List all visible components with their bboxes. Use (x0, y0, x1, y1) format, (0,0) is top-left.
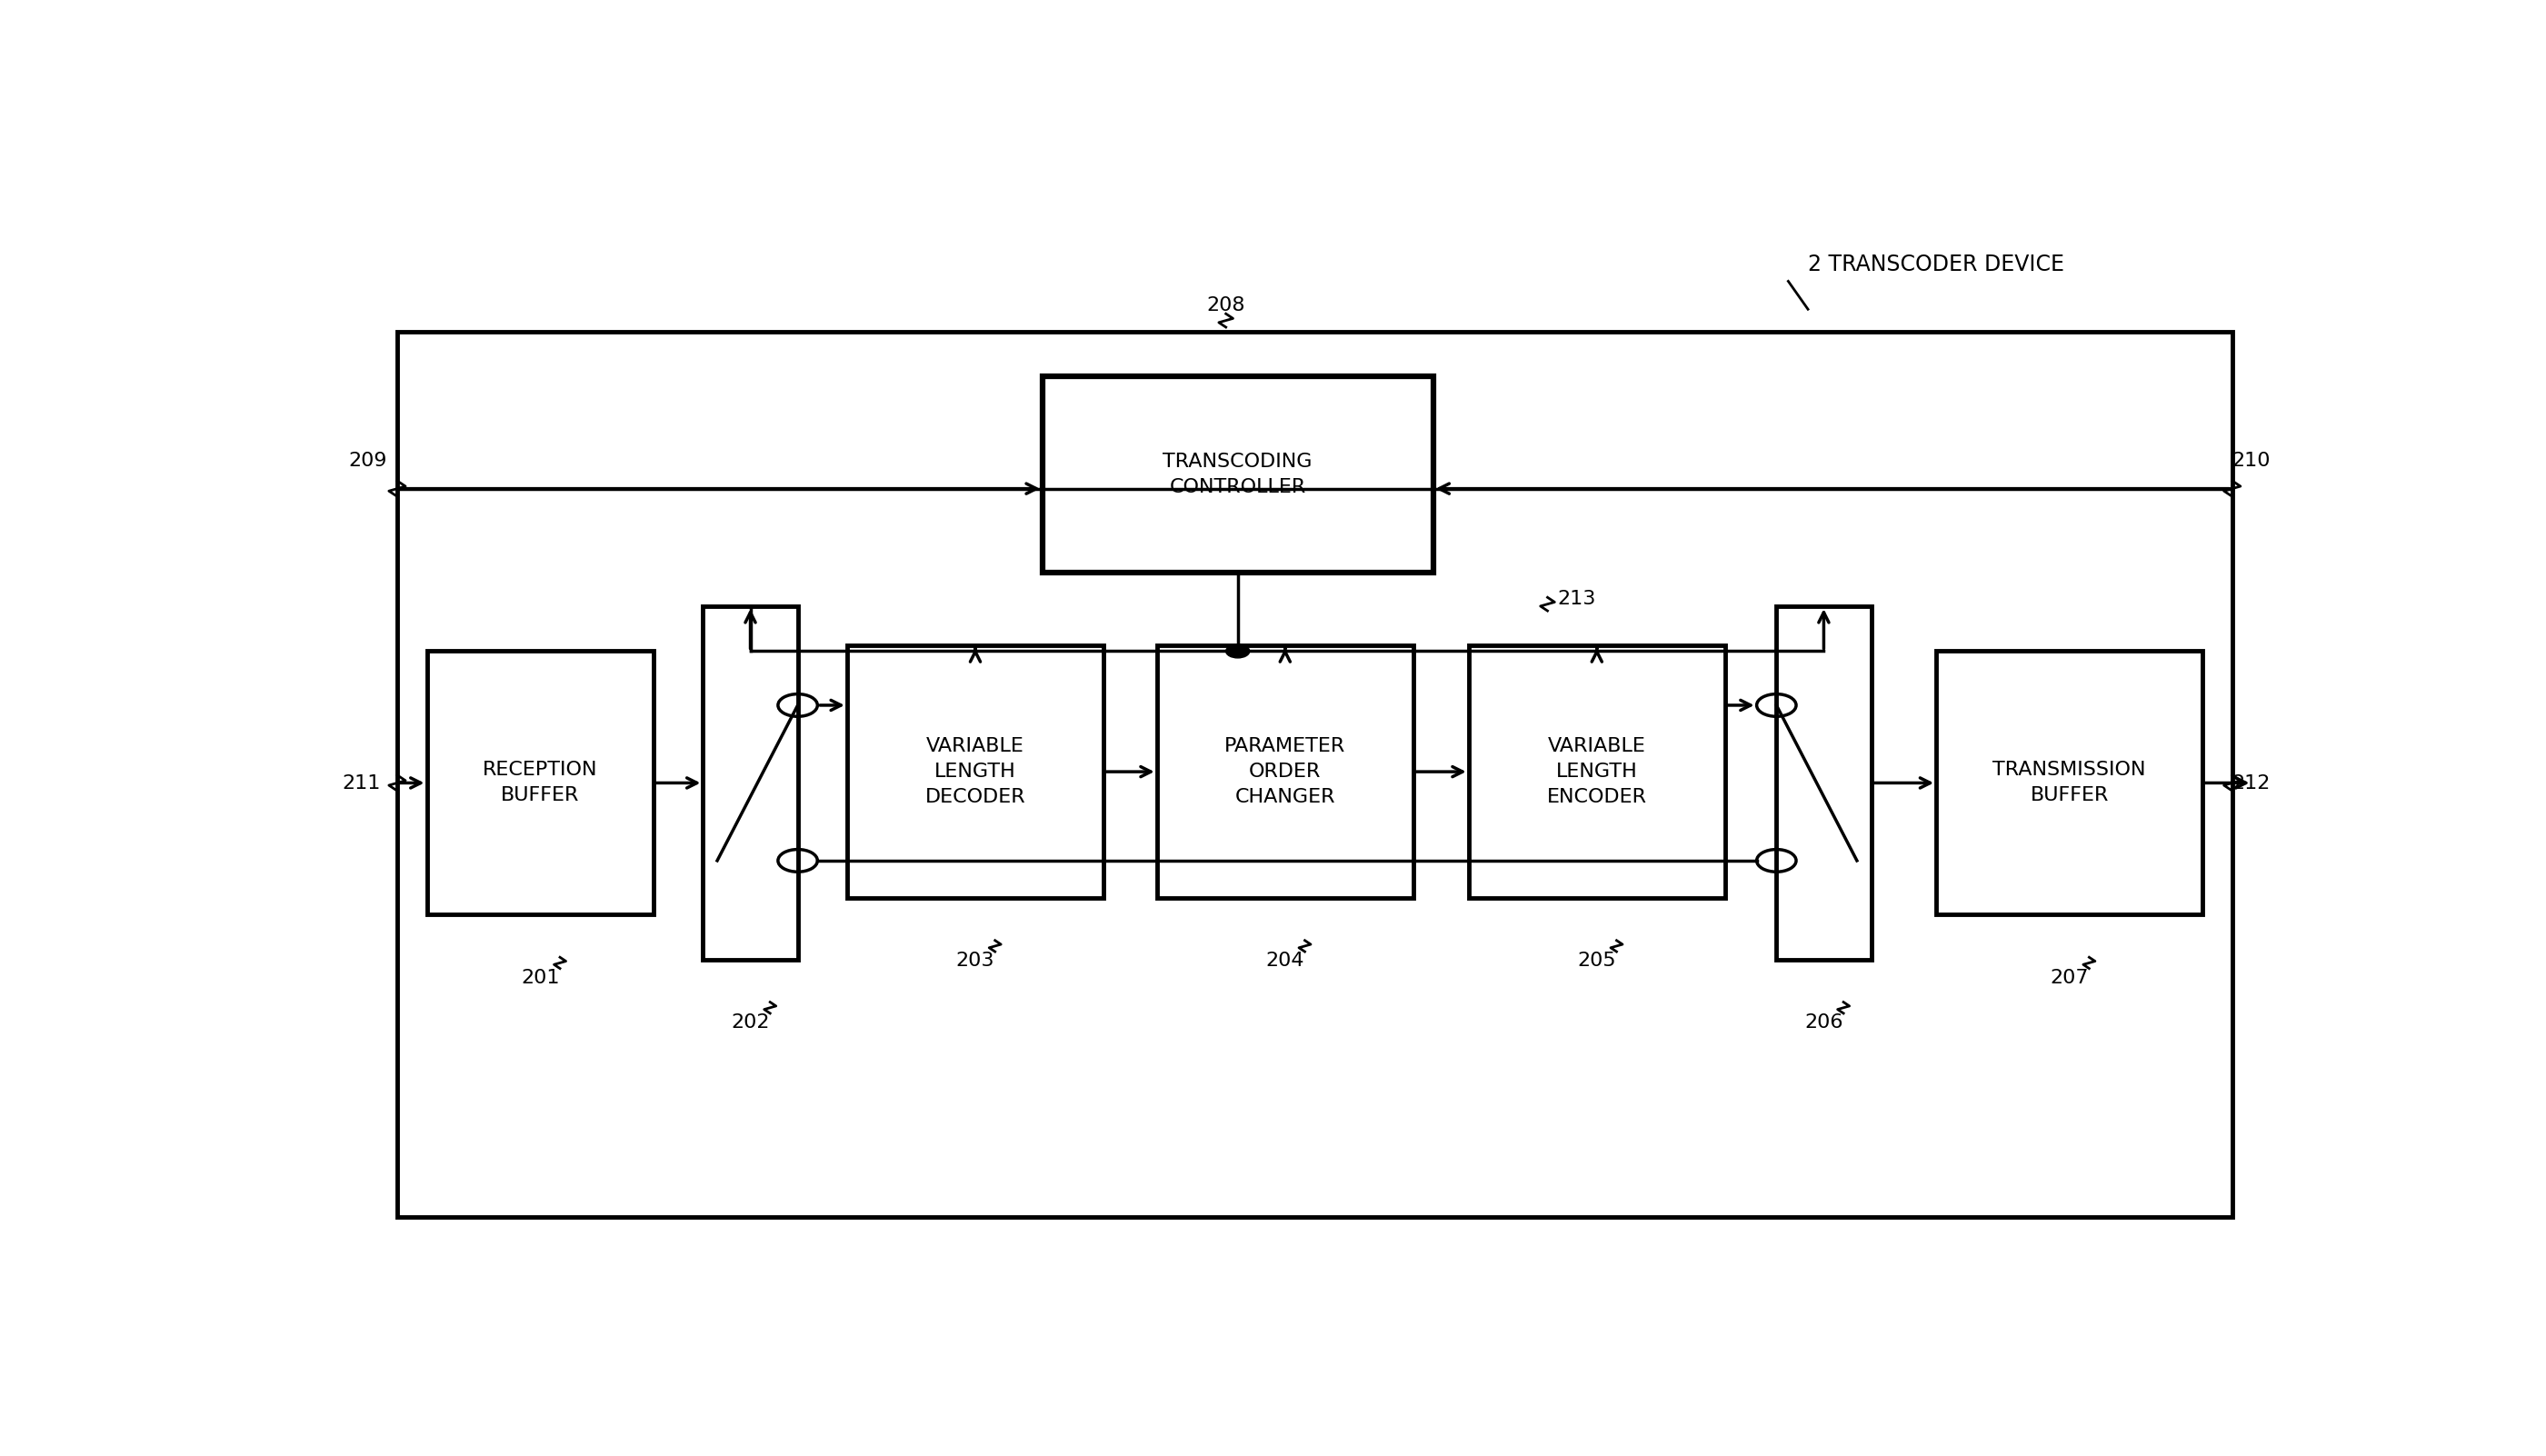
Bar (848, 645, 1102, 898)
Text: VARIABLE
LENGTH
ENCODER: VARIABLE LENGTH ENCODER (1548, 737, 1647, 807)
Text: 206: 206 (1805, 1013, 1843, 1031)
Text: 208: 208 (1207, 297, 1245, 314)
Circle shape (1225, 645, 1250, 658)
Bar (703, 606, 797, 960)
Text: VARIABLE
LENGTH
DECODER: VARIABLE LENGTH DECODER (924, 737, 1026, 807)
Text: RECEPTION
BUFFER: RECEPTION BUFFER (484, 761, 598, 805)
Bar (1777, 606, 1871, 960)
Text: 204: 204 (1265, 952, 1304, 970)
Text: 2 TRANSCODER DEVICE: 2 TRANSCODER DEVICE (1808, 253, 2065, 275)
Bar (1469, 645, 1726, 898)
Bar (397, 332, 2233, 1217)
Text: 205: 205 (1579, 952, 1617, 970)
Text: PARAMETER
ORDER
CHANGER: PARAMETER ORDER CHANGER (1225, 737, 1347, 807)
Text: 201: 201 (522, 968, 560, 987)
Text: 212: 212 (2233, 775, 2271, 792)
Text: 202: 202 (731, 1013, 769, 1031)
Text: 213: 213 (1558, 590, 1596, 607)
Bar (1938, 651, 2202, 914)
Text: 207: 207 (2050, 968, 2088, 987)
Text: 211: 211 (341, 775, 379, 792)
Bar (1156, 645, 1413, 898)
Text: 203: 203 (955, 952, 995, 970)
Bar (428, 651, 654, 914)
Bar (1041, 377, 1433, 572)
Text: 209: 209 (349, 451, 387, 470)
Text: TRANSMISSION
BUFFER: TRANSMISSION BUFFER (1994, 761, 2146, 805)
Text: TRANSCODING
CONTROLLER: TRANSCODING CONTROLLER (1164, 453, 1314, 496)
Text: 210: 210 (2233, 451, 2271, 470)
